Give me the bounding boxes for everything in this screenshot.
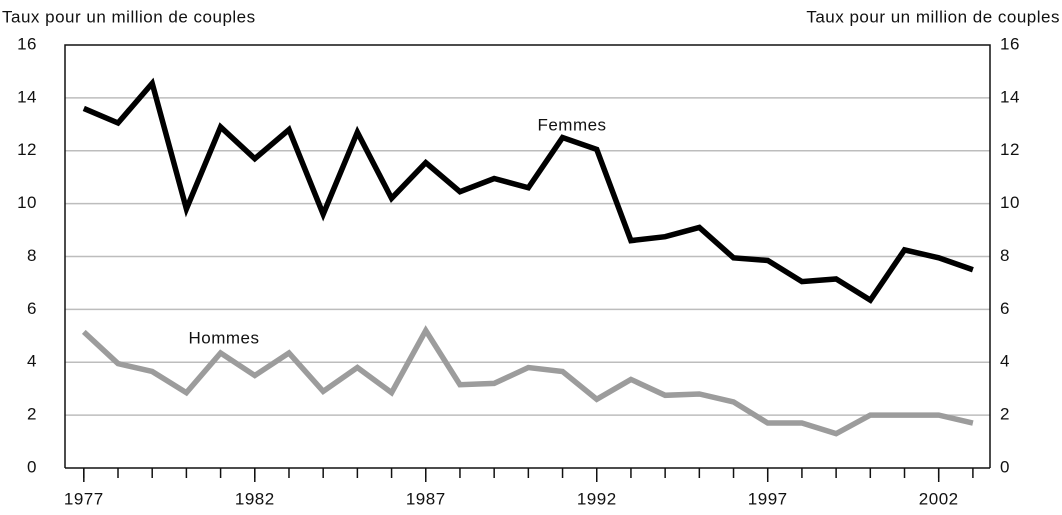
x-tick-label: 1997 bbox=[748, 489, 788, 508]
x-tick-label: 1977 bbox=[64, 489, 104, 508]
y-tick-label: 6 bbox=[27, 299, 37, 318]
y2-tick-label: 8 bbox=[1000, 246, 1010, 265]
y-tick-label: 0 bbox=[27, 457, 37, 476]
x-tick-label: 1987 bbox=[406, 489, 446, 508]
y-tick-label: 8 bbox=[27, 246, 37, 265]
y2-tick-label: 6 bbox=[1000, 299, 1010, 318]
plot-frame bbox=[64, 44, 991, 468]
y-tick-label: 10 bbox=[17, 193, 37, 212]
x-tick-label: 2002 bbox=[919, 489, 959, 508]
series-label: Hommes bbox=[188, 328, 259, 347]
y-tick-label: 14 bbox=[17, 87, 37, 106]
y2-tick-label: 12 bbox=[1000, 140, 1020, 159]
y-tick-label: 2 bbox=[27, 405, 37, 424]
y2-tick-label: 10 bbox=[1000, 193, 1020, 212]
y-tick-label: 4 bbox=[27, 352, 37, 371]
y2-tick-label: 16 bbox=[1000, 34, 1020, 53]
y-tick-label: 12 bbox=[17, 140, 37, 159]
data-line bbox=[82, 77, 974, 304]
y2-tick-label: 14 bbox=[1000, 87, 1020, 106]
x-tick-label: 1982 bbox=[235, 489, 275, 508]
data-line bbox=[81, 325, 974, 437]
y-axis-label: Taux pour un million de couples bbox=[2, 7, 256, 26]
y2-tick-label: 4 bbox=[1000, 352, 1010, 371]
y2-axis-label: Taux pour un million de couples bbox=[806, 7, 1060, 26]
series-label: Femmes bbox=[537, 115, 606, 134]
y2-tick-label: 2 bbox=[1000, 405, 1010, 424]
y2-tick-label: 0 bbox=[1000, 457, 1010, 476]
x-tick-label: 1992 bbox=[577, 489, 617, 508]
y-tick-label: 16 bbox=[17, 34, 37, 53]
